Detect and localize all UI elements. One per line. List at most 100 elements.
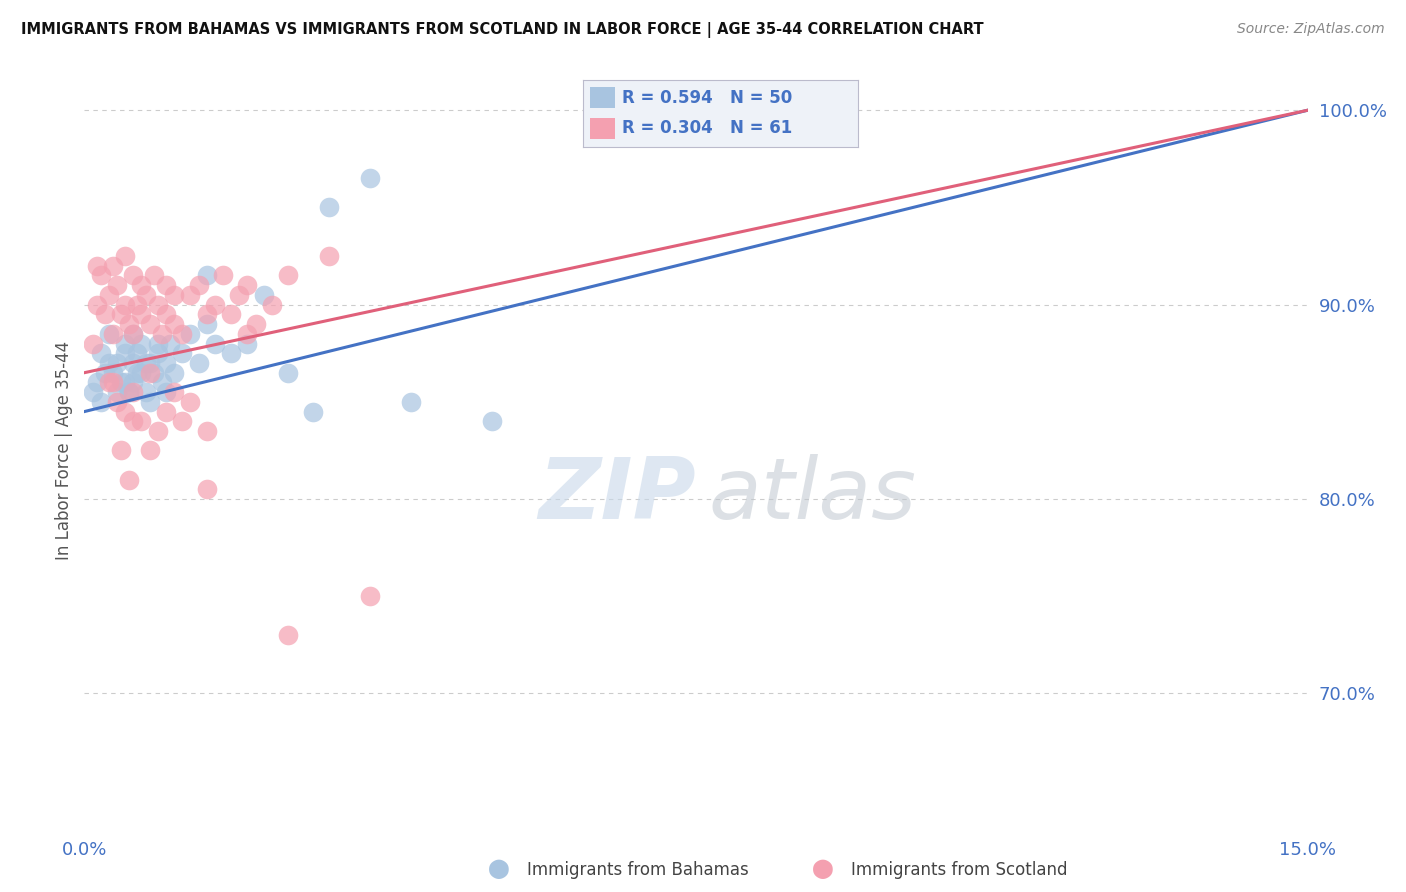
Point xyxy=(101,376,124,390)
Point xyxy=(93,366,115,380)
Point xyxy=(204,298,226,312)
Point xyxy=(122,326,145,341)
Point xyxy=(187,278,209,293)
Point xyxy=(97,288,120,302)
Point xyxy=(155,356,177,370)
Point xyxy=(131,414,153,428)
Point xyxy=(90,346,112,360)
Point xyxy=(118,317,141,331)
Point xyxy=(228,288,250,302)
Point xyxy=(195,317,218,331)
Text: IMMIGRANTS FROM BAHAMAS VS IMMIGRANTS FROM SCOTLAND IN LABOR FORCE | AGE 35-44 C: IMMIGRANTS FROM BAHAMAS VS IMMIGRANTS FR… xyxy=(21,22,984,38)
Point xyxy=(110,376,132,390)
Text: atlas: atlas xyxy=(709,454,917,538)
Point xyxy=(86,298,108,312)
Y-axis label: In Labor Force | Age 35-44: In Labor Force | Age 35-44 xyxy=(55,341,73,560)
Point xyxy=(318,249,340,263)
Text: R = 0.304   N = 61: R = 0.304 N = 61 xyxy=(621,120,792,137)
Point xyxy=(172,414,194,428)
Point xyxy=(90,268,112,283)
Point xyxy=(301,404,323,418)
Point xyxy=(195,307,218,321)
Point xyxy=(122,376,145,390)
Point xyxy=(105,395,128,409)
Point xyxy=(155,278,177,293)
Text: Source: ZipAtlas.com: Source: ZipAtlas.com xyxy=(1237,22,1385,37)
Point xyxy=(318,201,340,215)
Point xyxy=(150,376,173,390)
Point xyxy=(163,385,186,400)
Point xyxy=(131,336,153,351)
Point xyxy=(146,424,169,438)
Point xyxy=(260,298,283,312)
Point xyxy=(219,346,242,360)
Point xyxy=(138,356,160,370)
Point xyxy=(105,385,128,400)
Point xyxy=(277,268,299,283)
Point xyxy=(131,307,153,321)
Point xyxy=(114,298,136,312)
Point xyxy=(110,443,132,458)
Point xyxy=(114,249,136,263)
Point xyxy=(118,385,141,400)
Text: Immigrants from Bahamas: Immigrants from Bahamas xyxy=(527,861,749,879)
Point xyxy=(163,288,186,302)
Point xyxy=(118,385,141,400)
Point xyxy=(172,326,194,341)
Text: ZIP: ZIP xyxy=(538,454,696,538)
Point xyxy=(219,307,242,321)
Point xyxy=(114,346,136,360)
Point xyxy=(105,356,128,370)
Point xyxy=(93,307,115,321)
Point xyxy=(187,356,209,370)
Point xyxy=(131,366,153,380)
Point xyxy=(101,326,124,341)
Point xyxy=(155,404,177,418)
Point xyxy=(135,385,157,400)
Point xyxy=(131,278,153,293)
Point xyxy=(114,404,136,418)
Point xyxy=(236,336,259,351)
Point xyxy=(212,268,235,283)
Point xyxy=(277,366,299,380)
Point xyxy=(114,376,136,390)
Point xyxy=(179,326,201,341)
Point xyxy=(163,317,186,331)
Point xyxy=(481,414,503,428)
Point xyxy=(253,288,276,302)
Point xyxy=(179,395,201,409)
Point xyxy=(138,366,160,380)
Point xyxy=(195,424,218,438)
Point xyxy=(122,414,145,428)
Bar xyxy=(591,87,614,109)
Point xyxy=(359,171,381,186)
Point xyxy=(122,385,145,400)
Point xyxy=(399,395,422,409)
Point xyxy=(114,336,136,351)
Point xyxy=(236,326,259,341)
Text: ⬤: ⬤ xyxy=(811,860,834,880)
Point xyxy=(138,395,160,409)
Point xyxy=(138,317,160,331)
Point xyxy=(101,259,124,273)
Point xyxy=(135,288,157,302)
Point xyxy=(82,336,104,351)
Text: R = 0.594   N = 50: R = 0.594 N = 50 xyxy=(621,88,792,107)
Point xyxy=(138,443,160,458)
Point xyxy=(155,385,177,400)
Point xyxy=(127,366,149,380)
Point xyxy=(97,326,120,341)
Point xyxy=(110,307,132,321)
Point xyxy=(122,356,145,370)
Point xyxy=(172,346,194,360)
Point xyxy=(86,376,108,390)
Point xyxy=(122,326,145,341)
Text: ⬤: ⬤ xyxy=(488,860,510,880)
Point xyxy=(82,385,104,400)
Point xyxy=(195,268,218,283)
Point xyxy=(90,395,112,409)
Text: Immigrants from Scotland: Immigrants from Scotland xyxy=(851,861,1067,879)
Point xyxy=(155,307,177,321)
Point xyxy=(142,366,165,380)
Point xyxy=(245,317,267,331)
